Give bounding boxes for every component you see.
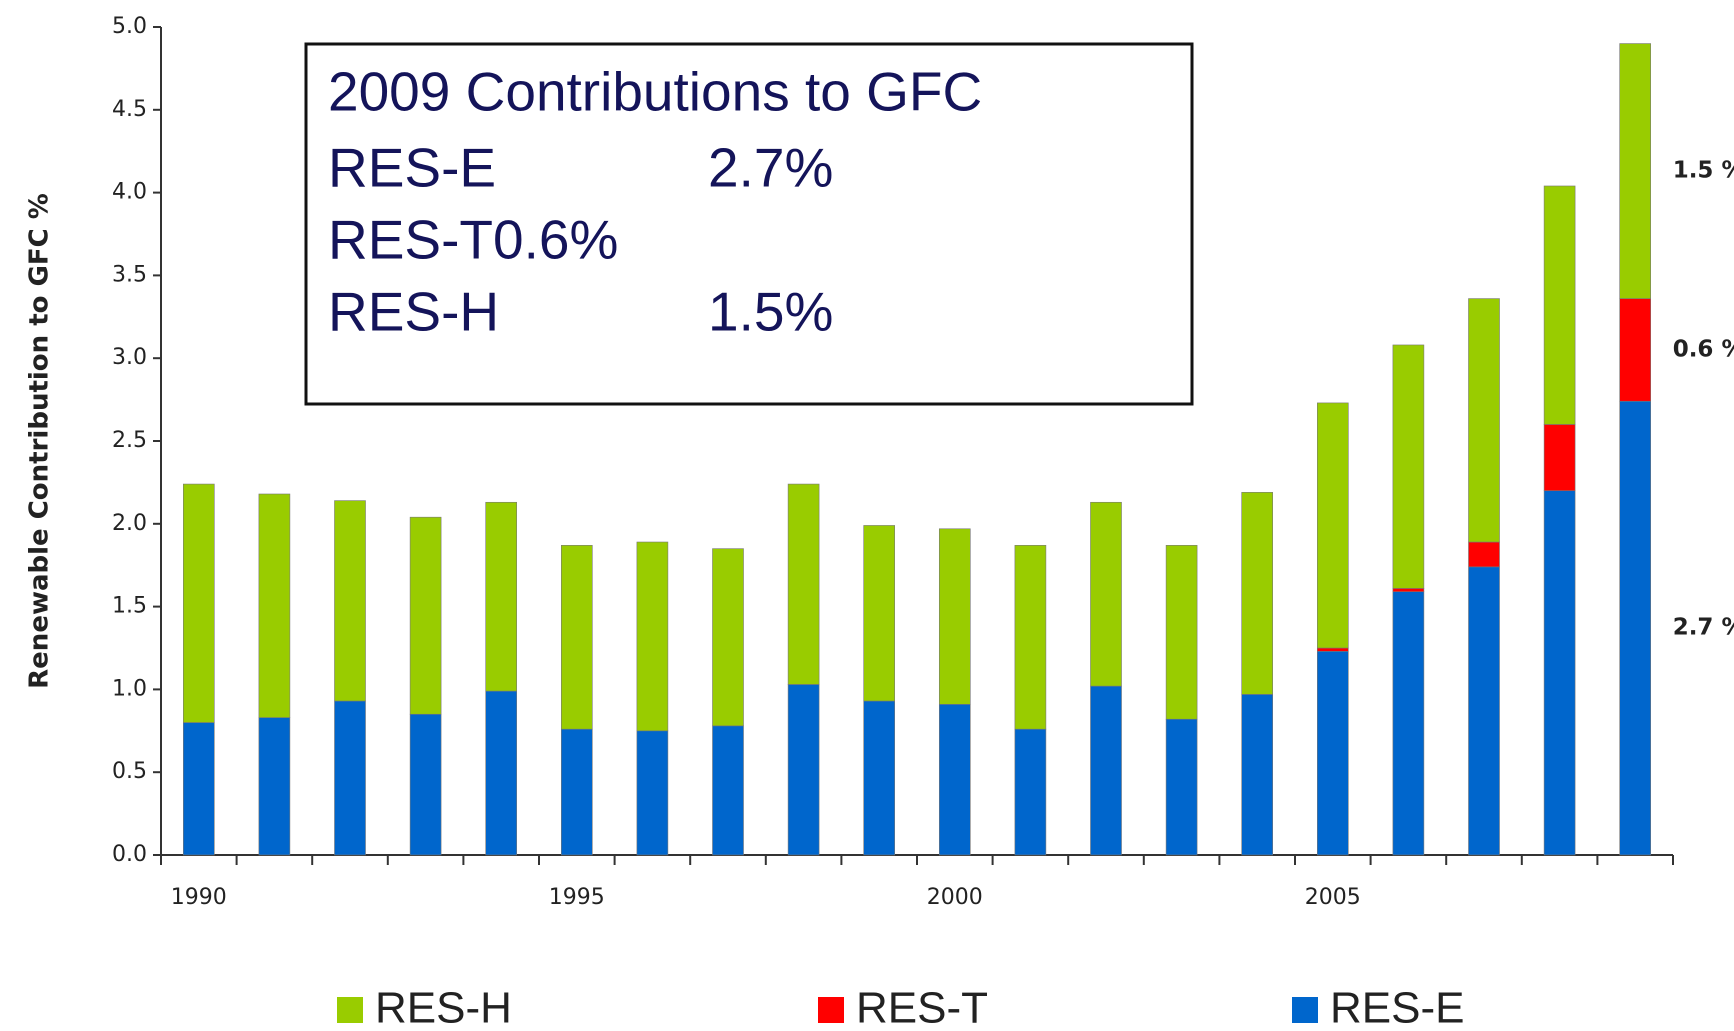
bar-segment <box>334 500 366 702</box>
y-tick-label: 4.0 <box>112 180 147 205</box>
bar-segment <box>787 684 820 856</box>
x-tick-label: 1990 <box>171 885 227 910</box>
y-tick-label: 5.0 <box>112 14 147 39</box>
bar-segment <box>1619 298 1651 402</box>
bar-segment <box>1619 400 1651 856</box>
bar-segment <box>1543 185 1576 425</box>
bar-segment <box>1543 490 1576 856</box>
legend-label: RES-H <box>375 984 512 1031</box>
value-label: 1.5 % <box>1673 158 1734 184</box>
bar-segment <box>1317 647 1349 652</box>
y-tick-label: 4.5 <box>112 97 147 122</box>
bar-segment <box>1468 298 1500 543</box>
bar-segment <box>560 728 593 856</box>
bar-segment <box>1392 591 1425 856</box>
bar-segment <box>712 548 744 727</box>
bar-segment <box>1165 545 1198 720</box>
annotation-text: RES-E <box>328 137 496 199</box>
y-tick-label: 1.0 <box>112 676 147 701</box>
bar-segment <box>1392 344 1425 589</box>
x-tick-label: 2000 <box>927 885 983 910</box>
annotation-text: RES-T0.6% <box>328 209 618 271</box>
bar-segment <box>485 501 518 692</box>
bar-segment <box>787 483 820 685</box>
bar-segment <box>258 493 291 718</box>
bar-segment <box>1090 685 1122 856</box>
y-tick-label: 2.0 <box>112 511 147 536</box>
y-tick-label: 2.5 <box>112 428 147 453</box>
y-axis-label: Renewable Contribution to GFC % <box>25 193 55 689</box>
annotation-text: 2.7% <box>708 137 833 199</box>
legend-label: RES-T <box>856 984 988 1031</box>
bar-segment <box>258 717 291 856</box>
bar-segment <box>560 545 593 730</box>
legend-swatch <box>818 997 844 1023</box>
legend-swatch <box>1292 997 1318 1023</box>
bar-segment <box>863 700 896 856</box>
bar-segment <box>409 516 442 715</box>
bar-segment <box>485 690 518 856</box>
bar-segment <box>1014 728 1047 856</box>
value-label: 2.7 % <box>1673 615 1734 641</box>
annotation-title: 2009 Contributions to GFC <box>328 61 982 123</box>
bar-segment <box>1090 501 1122 687</box>
legend-label: RES-E <box>1330 984 1464 1031</box>
y-tick-label: 0.5 <box>112 759 147 784</box>
bar-segment <box>1543 424 1576 491</box>
bar-segment <box>183 483 215 723</box>
value-label: 0.6 % <box>1673 336 1734 362</box>
bar-segment <box>1241 492 1273 695</box>
bar-segment <box>1392 588 1425 592</box>
bar-segment <box>1317 402 1349 649</box>
y-tick-label: 3.0 <box>112 345 147 370</box>
bar-segment <box>1241 694 1273 856</box>
bar-segment <box>1468 541 1500 568</box>
bar-segment <box>636 730 669 856</box>
bar-segment <box>409 713 442 856</box>
y-tick-label: 1.5 <box>112 594 147 619</box>
bar-segment <box>636 541 669 732</box>
bar-segment <box>1165 718 1198 856</box>
bar-segment <box>938 704 971 856</box>
bar-segment <box>712 725 744 856</box>
bar-segment <box>1014 545 1047 730</box>
bar-segment <box>1468 566 1500 856</box>
bar-segment <box>183 722 215 856</box>
x-tick-label: 2005 <box>1305 885 1361 910</box>
bar-segment <box>1619 43 1651 299</box>
bar-segment <box>938 528 971 705</box>
y-tick-label: 3.5 <box>112 262 147 287</box>
y-tick-label: 0.0 <box>112 842 147 867</box>
bar-segment <box>1317 651 1349 856</box>
annotation-text: RES-H <box>328 281 499 343</box>
bar-segment <box>334 700 366 856</box>
annotation-text: 1.5% <box>708 281 833 343</box>
bar-segment <box>863 525 896 702</box>
annotation-box <box>304 42 1194 406</box>
legend-swatch <box>337 997 363 1023</box>
x-tick-label: 1995 <box>549 885 605 910</box>
